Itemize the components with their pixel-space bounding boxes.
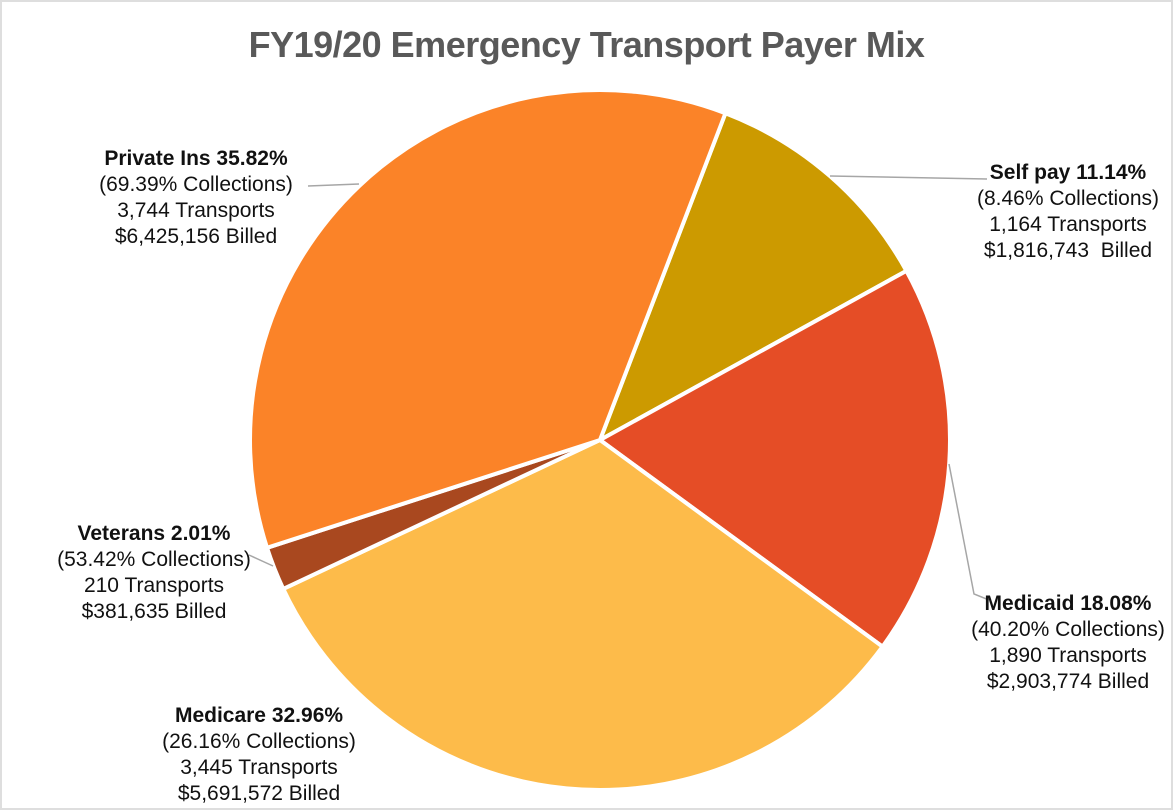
slice-label-veterans-name-percent: Veterans 2.01% bbox=[77, 522, 231, 545]
slice-label-medicare-transports: 3,445 Transports bbox=[180, 756, 338, 779]
pie-slice-medicare bbox=[281, 438, 885, 792]
chart-title: FY19/20 Emergency Transport Payer Mix bbox=[248, 24, 925, 65]
slice-label-self-pay-billed: $1,816,743 Billed bbox=[983, 239, 1153, 262]
slice-label-self-pay-collections: (8.46% Collections) bbox=[976, 187, 1160, 210]
leader-line-private-ins bbox=[307, 183, 360, 187]
slice-label-private-ins-name-percent: Private Ins 35.82% bbox=[104, 147, 288, 170]
slice-label-medicaid-transports: 1,890 Transports bbox=[989, 644, 1147, 667]
slice-label-self-pay-name-percent: Self pay 11.14% bbox=[989, 161, 1147, 184]
slice-label-medicaid-name-percent: Medicaid 18.08% bbox=[984, 592, 1152, 615]
pie-slice-private-ins bbox=[248, 88, 728, 550]
slice-label-veterans-billed: $381,635 Billed bbox=[81, 600, 227, 623]
slice-label-medicare-billed: $5,691,572 Billed bbox=[177, 782, 341, 805]
slice-label-private-ins: Private Ins 35.82% (69.39% Collections) 3,… bbox=[99, 146, 293, 250]
leader-line-veterans bbox=[248, 554, 274, 567]
slice-label-medicare: Medicare 32.96% (26.16% Collections) 3,445… bbox=[162, 703, 356, 807]
slice-label-medicaid-billed: $2,903,774 Billed bbox=[986, 670, 1150, 693]
slice-label-veterans-transports: 210 Transports bbox=[83, 574, 225, 597]
slice-label-medicaid: Medicaid 18.08% (40.20% Collections) 1,890… bbox=[971, 591, 1165, 695]
slice-label-private-ins-collections: (69.39% Collections) bbox=[99, 173, 293, 196]
slice-label-self-pay-transports: 1,164 Transports bbox=[989, 213, 1147, 236]
slice-label-self-pay: Self pay 11.14% (8.46% Collections) 1,164 … bbox=[977, 160, 1159, 264]
pie-slice-medicaid bbox=[598, 268, 952, 649]
slice-label-medicaid-collections: (40.20% Collections) bbox=[971, 618, 1165, 641]
slice-label-private-ins-transports: 3,744 Transports bbox=[117, 199, 275, 222]
leader-line-medicaid bbox=[948, 463, 990, 601]
pie-slice-self-pay bbox=[598, 111, 909, 442]
leader-line-self-pay bbox=[829, 175, 988, 180]
slice-label-veterans: Veterans 2.01% (53.42% Collections) 210 Tr… bbox=[57, 521, 251, 625]
slice-label-medicare-collections: (26.16% Collections) bbox=[162, 730, 356, 753]
slice-label-medicare-name-percent: Medicare 32.96% bbox=[174, 704, 344, 727]
slice-label-veterans-collections: (53.42% Collections) bbox=[57, 548, 251, 571]
slice-label-private-ins-billed: $6,425,156 Billed bbox=[114, 225, 278, 248]
